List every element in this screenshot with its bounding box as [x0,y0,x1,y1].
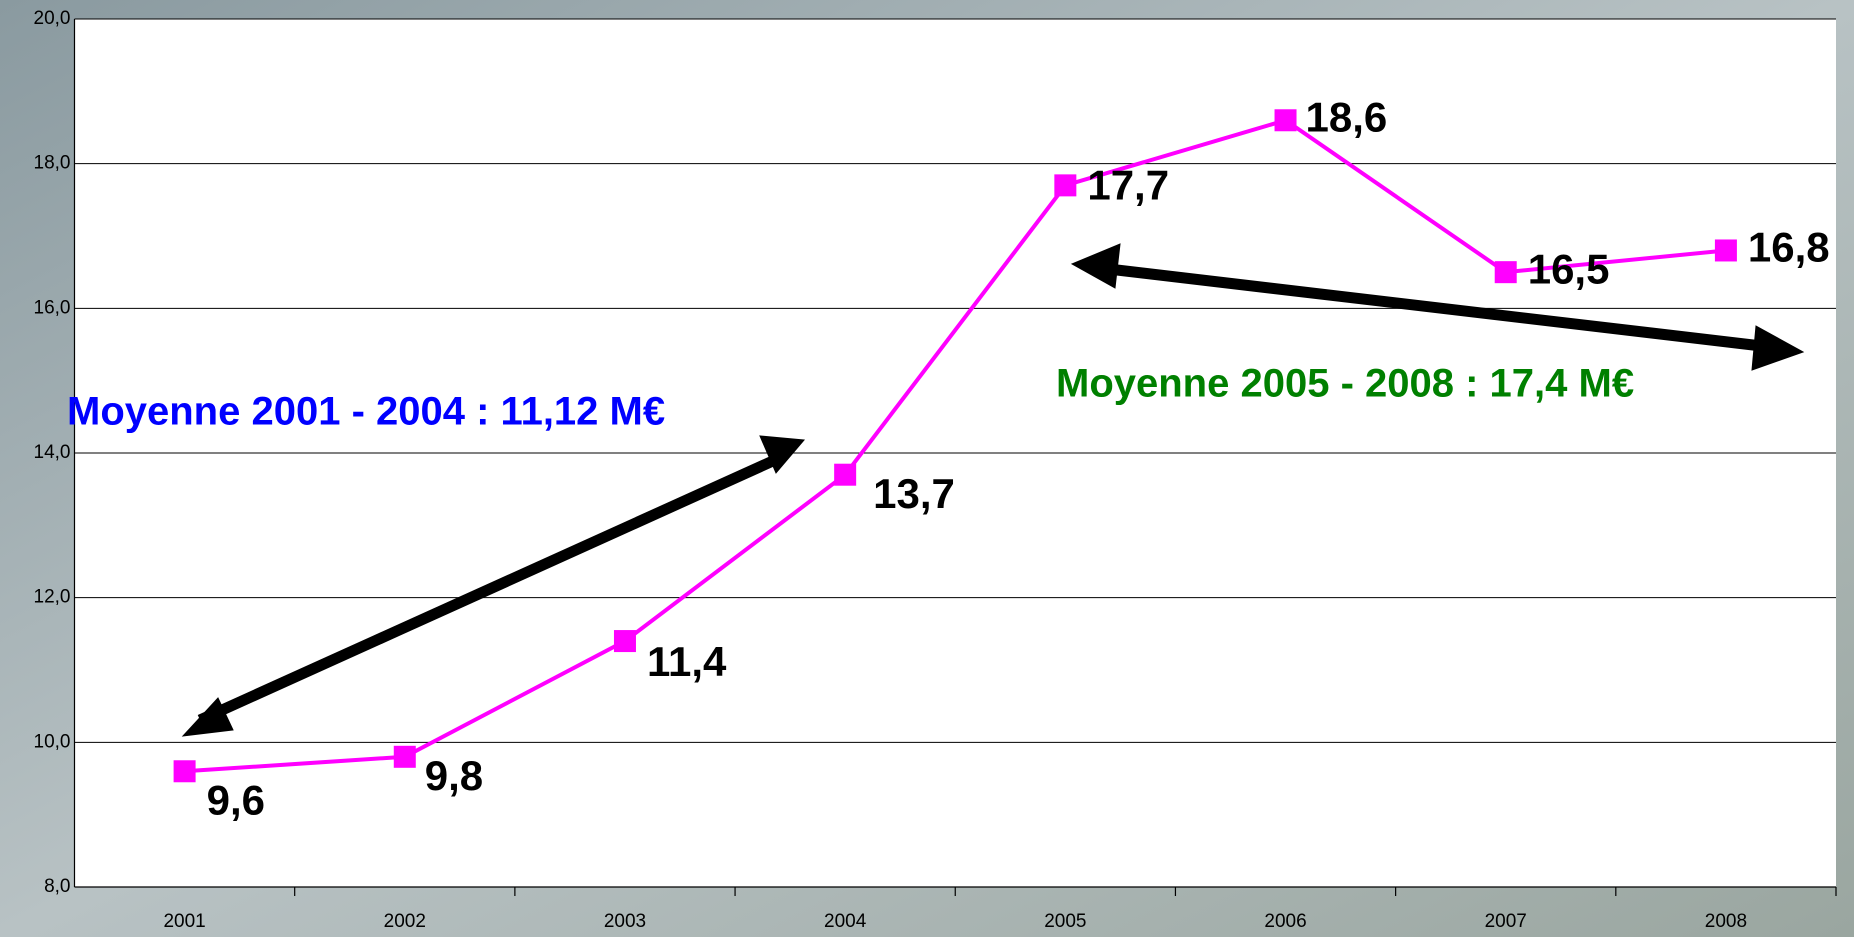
x-tick-label: 2007 [1485,911,1527,932]
x-tick-label: 2003 [604,911,646,932]
y-tick-label: 12,0 [34,587,71,608]
x-tick-label: 2001 [163,911,205,932]
x-tick-label: 2006 [1264,911,1306,932]
y-tick-label: 14,0 [34,442,71,463]
y-tick-label: 16,0 [34,297,71,318]
marker [613,630,636,653]
data-label: 18,6 [1306,93,1388,140]
x-tick-label: 2005 [1044,911,1086,932]
x-tick-label: 2008 [1705,911,1747,932]
marker [173,760,196,783]
annotation: Moyenne 2005 - 2008 : 17,4 M€ [1056,362,1634,406]
data-label: 13,7 [873,470,955,517]
marker [834,463,857,486]
y-tick-label: 18,0 [34,153,71,174]
y-tick-label: 20,0 [34,8,71,29]
annotation: Moyenne 2001 - 2004 : 11,12 M€ [67,390,665,434]
data-label: 9,6 [207,776,265,823]
marker [393,745,416,768]
marker [1714,239,1737,262]
line [184,118,1727,774]
average-arrow-2 [1070,243,1805,371]
data-label: 16,5 [1528,245,1610,292]
marker [1494,261,1517,284]
average-arrow-1 [181,435,806,737]
marks: 9,6 9,8 11,4 13,7 17,7 18,6 16,5 16,8 [173,93,1830,823]
y-tick-label: 10,0 [34,731,71,752]
marker [1274,109,1297,132]
marker [1054,174,1077,197]
x-tick-label: 2002 [384,911,426,932]
data-label: 16,8 [1748,224,1830,271]
x-tick-label: 2004 [824,911,867,932]
data-label: 11,4 [647,638,727,685]
data-label: 9,8 [425,752,483,799]
data-label: 17,7 [1087,161,1169,208]
grid: 8,0 10,0 12,0 14,0 16,0 18,0 20,0 2001 2002 2003 2… [34,8,1837,932]
y-tick-label: 8,0 [44,876,70,897]
